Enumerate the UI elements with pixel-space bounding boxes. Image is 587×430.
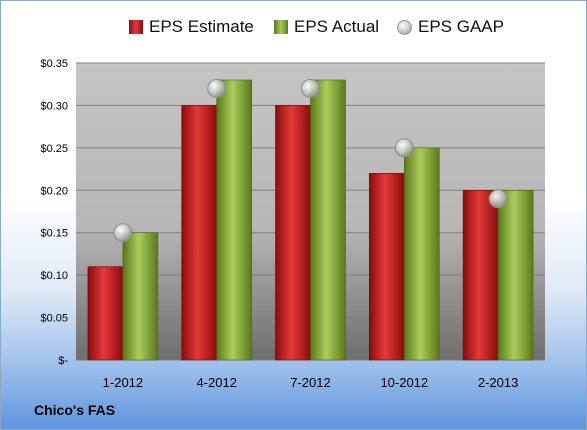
y-tick-label: $0.35 xyxy=(40,58,68,70)
gaap-markers xyxy=(113,78,508,243)
estimate-bar xyxy=(275,105,311,361)
legend-label-actual: EPS Actual xyxy=(294,17,380,36)
legend-item-gaap: EPS GAAP xyxy=(397,17,504,37)
estimate-bar xyxy=(87,266,124,361)
legend-label-estimate: EPS Estimate xyxy=(149,17,254,36)
gaap-marker xyxy=(301,78,320,98)
x-tick-label: 7-2012 xyxy=(290,375,330,390)
legend-label-gaap: EPS GAAP xyxy=(418,17,504,36)
actual-bar xyxy=(497,189,534,361)
x-tick-label: 2-2013 xyxy=(478,375,518,390)
x-axis: 1-2012 4-2012 7-2012 10-2012 2-2013 xyxy=(103,375,519,390)
bars xyxy=(87,79,534,361)
legend: EPS Estimate EPS Actual EPS GAAP xyxy=(1,17,586,43)
actual-swatch xyxy=(274,20,288,34)
x-tick-label: 4-2012 xyxy=(196,375,236,390)
y-tick-label: $0.20 xyxy=(40,185,68,197)
gaap-marker xyxy=(113,223,133,243)
actual-bar xyxy=(216,79,252,361)
gaap-marker-swatch xyxy=(397,19,412,35)
y-tick-label: $0.05 xyxy=(40,313,68,325)
x-tick-label: 10-2012 xyxy=(380,375,428,390)
company-name: Chico's FAS xyxy=(34,402,116,418)
y-tick-label: $0.25 xyxy=(40,143,68,155)
gaap-marker xyxy=(207,78,227,98)
actual-bar xyxy=(310,79,346,361)
actual-bar xyxy=(403,147,440,361)
y-tick-label: $- xyxy=(58,355,68,367)
actual-bar xyxy=(122,232,159,361)
y-axis: $- $0.05 $0.10 $0.15 $0.20 $0.25 $0.30 $0.35 xyxy=(40,58,68,367)
legend-item-estimate: EPS Estimate xyxy=(129,17,254,37)
y-tick-label: $0.30 xyxy=(40,100,68,112)
y-tick-label: $0.10 xyxy=(40,270,68,282)
gaap-marker xyxy=(488,189,508,209)
y-tick-label: $0.15 xyxy=(40,228,68,240)
estimate-swatch xyxy=(129,20,143,34)
gaap-marker xyxy=(394,138,414,158)
estimate-bar xyxy=(181,105,217,361)
legend-item-actual: EPS Actual xyxy=(274,17,379,37)
estimate-bar xyxy=(368,173,405,361)
estimate-bar xyxy=(462,189,499,361)
x-tick-label: 1-2012 xyxy=(103,375,143,390)
